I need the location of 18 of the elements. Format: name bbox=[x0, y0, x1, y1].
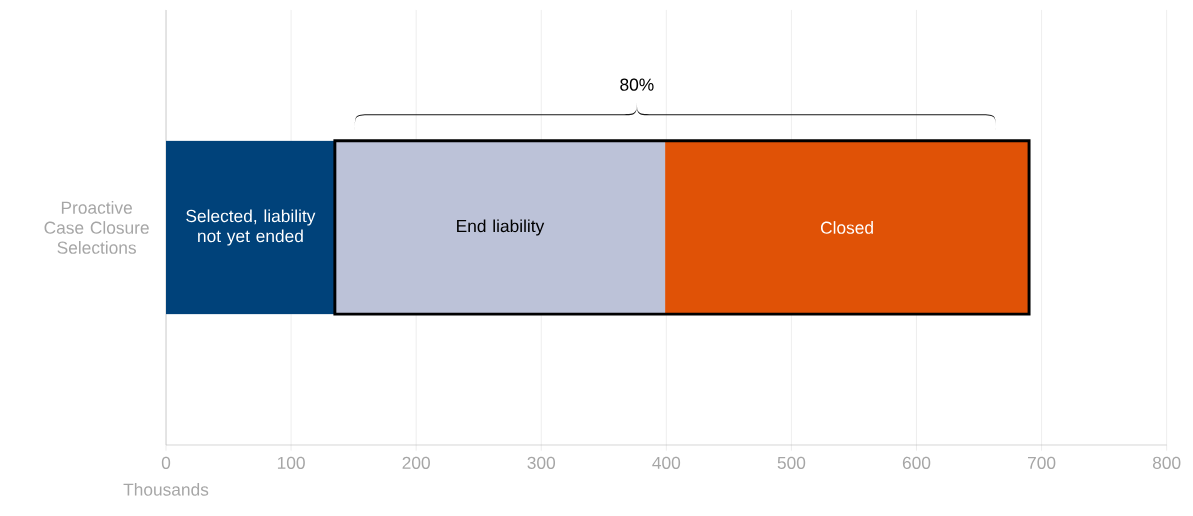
x-tick-label: 800 bbox=[1152, 456, 1181, 469]
x-tick-label: 600 bbox=[902, 456, 931, 469]
series-label: End liability bbox=[457, 219, 545, 236]
series-label: Closed bbox=[820, 221, 873, 234]
bar bbox=[665, 140, 1030, 315]
x-axis-title: Thousands bbox=[123, 483, 209, 496]
x-tick-label: 200 bbox=[402, 456, 430, 469]
bar bbox=[334, 140, 666, 315]
x-tick-label: 500 bbox=[777, 456, 806, 469]
x-tick-label: 0 bbox=[161, 456, 171, 469]
series-label: Selected, liability not yet ended bbox=[186, 209, 316, 246]
x-tick-label: 700 bbox=[1028, 456, 1056, 469]
bar bbox=[166, 140, 335, 315]
y-tick-label: Proactive Case Closure Selections bbox=[44, 201, 149, 254]
x-tick-label: 100 bbox=[277, 456, 305, 469]
x-tick-label: 400 bbox=[652, 456, 681, 469]
text: 80% bbox=[620, 78, 654, 91]
x-tick-label: 300 bbox=[527, 456, 556, 469]
